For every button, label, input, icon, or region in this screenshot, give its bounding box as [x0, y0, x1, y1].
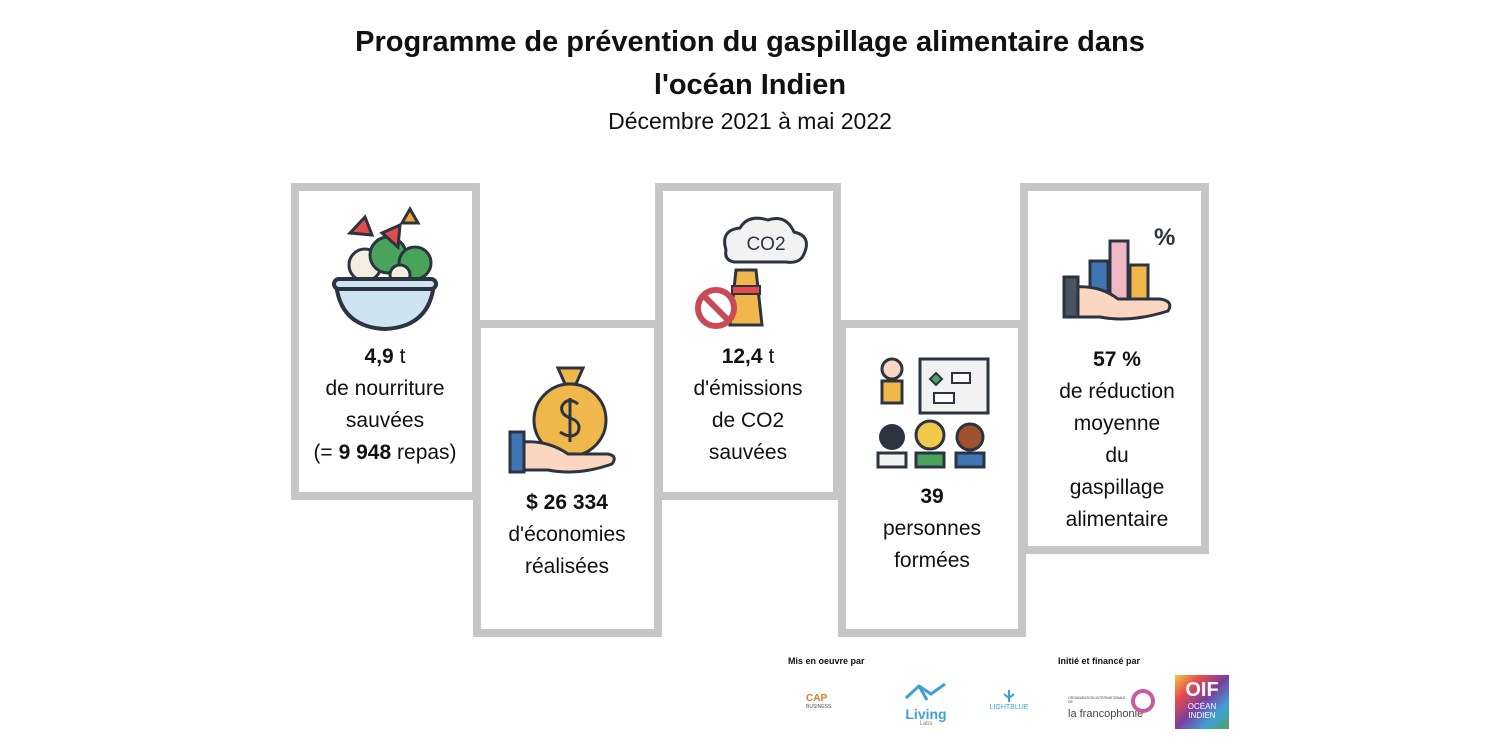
text-line: sauvées — [648, 437, 848, 469]
text-line: du — [1017, 440, 1217, 472]
footer-label: Mis en oeuvre par — [788, 656, 865, 666]
text-line: de réduction — [1017, 376, 1217, 408]
text: moyenne — [1073, 412, 1161, 435]
text: formées — [894, 549, 970, 572]
logo-graphic — [904, 682, 946, 701]
text: gaspillage — [1069, 476, 1165, 499]
text: personnes — [882, 517, 982, 540]
text: (= — [313, 441, 333, 464]
key-figure: 12,4 — [721, 345, 763, 368]
text-line: d'émissions — [648, 373, 848, 405]
card-text: 39 personnes formées — [832, 481, 1032, 577]
francophonie-logo: ORGANISATION INTERNATIONALE DE la franco… — [1068, 688, 1163, 720]
co2-icon: CO2 — [695, 216, 808, 329]
text: sauvées — [345, 409, 425, 432]
oif-logo: OIF OCÉAN INDIEN — [1175, 675, 1229, 729]
logo-text: ORGANISATION INTERNATIONALE DE — [1068, 696, 1126, 704]
subtitle: Décembre 2021 à mai 2022 — [608, 108, 892, 134]
text-line: (= 9 948 repas) — [285, 437, 485, 469]
logo-text: CAP — [806, 693, 828, 704]
cap-logo: CAP BUSINESS — [806, 693, 856, 710]
text: t — [399, 345, 406, 368]
card — [473, 320, 662, 637]
key-figure: 9 948 — [338, 441, 392, 464]
text: de réduction — [1059, 380, 1175, 403]
text-line: sauvées — [285, 405, 485, 437]
text-line: de CO2 — [648, 405, 848, 437]
title-line: l'océan Indien — [653, 69, 847, 101]
money-icon — [508, 366, 616, 474]
logo-text: BUSINESS — [806, 704, 832, 710]
key-figure: 4,9 — [364, 345, 394, 368]
text: réalisées — [524, 555, 610, 578]
text-line: 39 — [832, 481, 1032, 513]
logo-text: LIGHTBLUE — [989, 704, 1029, 711]
text-line: formées — [832, 545, 1032, 577]
key-figure: 39 — [920, 485, 944, 508]
logo-graphic — [1003, 690, 1015, 702]
text-line: 12,4 t — [648, 341, 848, 373]
card-text: 12,4 t d'émissions de CO2 sauvées — [648, 341, 848, 469]
text-line: alimentaire — [1017, 504, 1217, 536]
salad-icon — [332, 205, 438, 332]
card-text: 4,9 t de nourriture sauvées (= 9 948 repas) — [285, 341, 485, 469]
text: d'émissions — [693, 377, 803, 400]
reduction-icon: % — [1062, 224, 1175, 321]
text-line: personnes — [832, 513, 1032, 545]
text-line: d'économies — [467, 519, 667, 551]
text: sauvées — [708, 441, 788, 464]
logo-text: OIF — [1185, 679, 1219, 701]
text-line: 4,9 t — [285, 341, 485, 373]
text: de nourriture — [325, 377, 445, 400]
title-line: Programme de prévention du gaspillage al… — [355, 26, 1145, 58]
text: alimentaire — [1065, 508, 1169, 531]
card — [838, 320, 1026, 637]
card-text: $ 26 334 d'économies réalisées — [467, 487, 667, 583]
logo-text: OCÉAN INDIEN — [1187, 702, 1217, 720]
footer-label: Initié et financé par — [1058, 656, 1141, 666]
co2-label: CO2 — [746, 234, 785, 255]
text-line: moyenne — [1017, 408, 1217, 440]
logo-text: Labs — [919, 721, 933, 727]
key-figure: $ 26 334 — [526, 491, 608, 514]
text: du — [1105, 444, 1129, 467]
logo-text: la francophonie — [1068, 708, 1144, 720]
lightblue-logo: LIGHTBLUE — [984, 690, 1034, 711]
text: t — [768, 345, 775, 368]
card-text: 57 % de réduction moyenne du gaspillage alime… — [1017, 344, 1217, 536]
text: d'économies — [508, 523, 626, 546]
key-figure: 57 % — [1093, 348, 1141, 371]
logo-graphic — [1131, 689, 1155, 713]
text: de CO2 — [711, 409, 785, 432]
training-icon — [876, 357, 990, 469]
text-line: 57 % — [1017, 344, 1217, 376]
logo-text: Living — [905, 706, 947, 722]
living-logo: Living Labs — [898, 680, 954, 727]
text-line: réalisées — [467, 551, 667, 583]
text-line: $ 26 334 — [467, 487, 667, 519]
text-line: gaspillage — [1017, 472, 1217, 504]
text-line: de nourriture — [285, 373, 485, 405]
text: repas) — [397, 441, 457, 464]
svg-text:%: % — [1154, 224, 1175, 251]
